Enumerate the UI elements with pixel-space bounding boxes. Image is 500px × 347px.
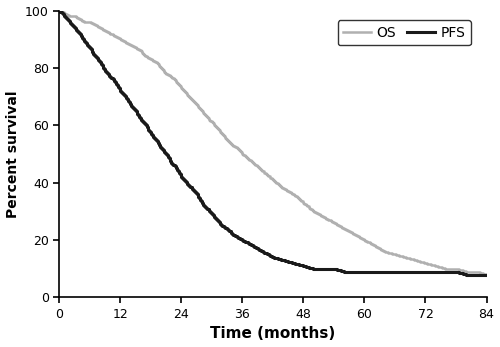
Y-axis label: Percent survival: Percent survival	[6, 90, 20, 218]
Legend: OS, PFS: OS, PFS	[338, 20, 471, 45]
X-axis label: Time (months): Time (months)	[210, 327, 336, 341]
